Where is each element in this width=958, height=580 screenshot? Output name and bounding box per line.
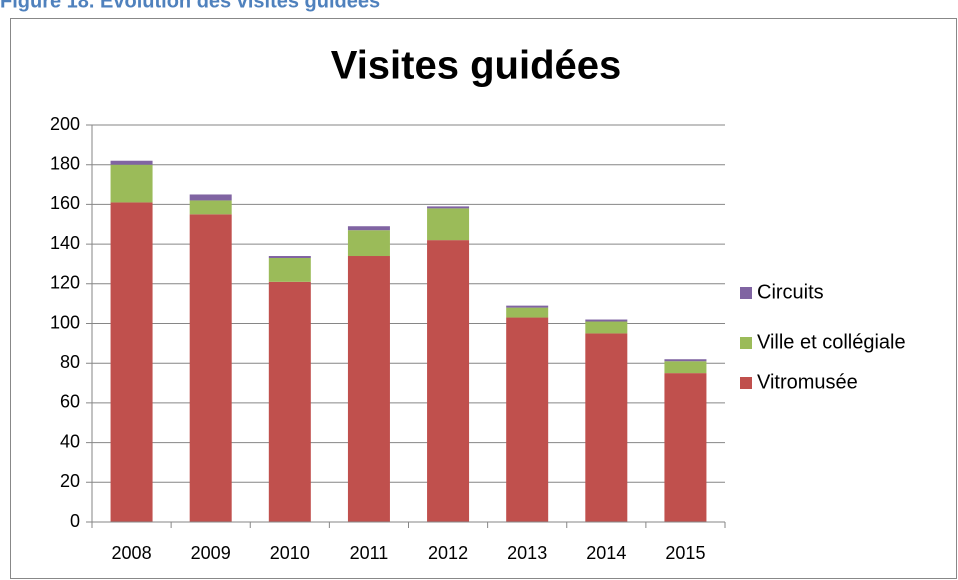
- y-tick-label: 160: [50, 193, 80, 213]
- y-tick-label: 180: [50, 153, 80, 173]
- y-tick-label: 0: [70, 511, 80, 531]
- bar-segment: [664, 373, 707, 522]
- bar-segment: [268, 281, 311, 522]
- x-tick-label: 2008: [112, 543, 152, 563]
- y-tick-label: 40: [60, 431, 80, 451]
- bar-segment: [347, 226, 390, 231]
- x-tick-label: 2012: [428, 543, 468, 563]
- y-tick-label: 60: [60, 392, 80, 412]
- legend-label: Circuits: [757, 281, 824, 303]
- bar-segment: [110, 202, 153, 523]
- bar-segment: [664, 359, 707, 362]
- bar-segment: [506, 305, 549, 308]
- y-tick-label: 140: [50, 233, 80, 253]
- y-tick-label: 120: [50, 273, 80, 293]
- bar-segment: [506, 317, 549, 522]
- bar-segment: [427, 208, 470, 241]
- legend-label: Ville et collégiale: [757, 331, 906, 353]
- bar-segment: [347, 256, 390, 522]
- bar-segment: [427, 206, 470, 209]
- x-tick-label: 2014: [586, 543, 626, 563]
- bar-segment: [585, 333, 628, 522]
- bar-segment: [664, 361, 707, 374]
- caption: Figure 18. Évolution des visites guidées: [0, 0, 380, 12]
- x-tick-label: 2010: [270, 543, 310, 563]
- y-tick-label: 20: [60, 471, 80, 491]
- y-tick-label: 100: [50, 312, 80, 332]
- x-tick-label: 2009: [191, 543, 231, 563]
- chart-title: Visites guidées: [331, 44, 622, 88]
- bar-segment: [506, 307, 549, 318]
- bar-segment: [110, 160, 153, 165]
- chart-frame: [10, 18, 957, 579]
- bar-segment: [585, 319, 628, 322]
- legend-label: Vitromusée: [757, 371, 858, 393]
- bar-segment: [427, 240, 470, 522]
- x-tick-label: 2011: [350, 543, 389, 563]
- x-tick-label: 2015: [665, 543, 705, 563]
- bar-segment: [189, 214, 232, 522]
- bar-segment: [585, 321, 628, 334]
- y-tick-label: 80: [60, 352, 80, 372]
- bar-segment: [189, 200, 232, 215]
- bar-segment: [110, 164, 153, 203]
- legend-swatch: [740, 287, 752, 299]
- y-tick-label: 200: [50, 114, 80, 134]
- bar-segment: [268, 256, 311, 258]
- legend-swatch: [740, 377, 752, 389]
- bar-segment: [268, 257, 311, 282]
- bar-segment: [347, 230, 390, 257]
- x-tick-label: 2013: [507, 543, 547, 563]
- bar-segment: [189, 194, 232, 201]
- legend-swatch: [740, 337, 752, 349]
